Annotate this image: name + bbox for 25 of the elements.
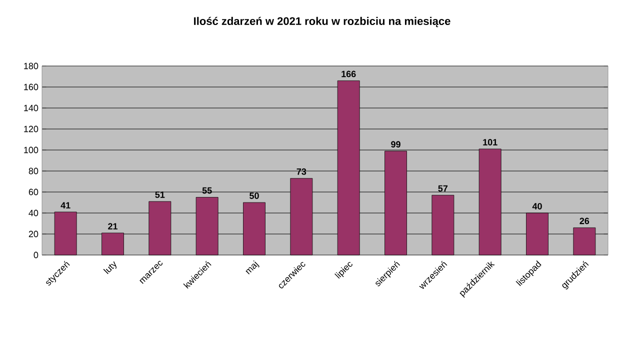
data-label: 41 [60,202,70,208]
y-tick-label: 100 [24,146,38,154]
data-label: 73 [296,168,306,175]
data-label: 50 [250,192,259,199]
x-tick-label: luty [103,261,117,274]
chart-title: Ilość zdarzeń w 2021 roku w rozbiciu na miesiące [194,16,450,28]
y-tick-label: 40 [28,210,38,216]
data-label: 26 [580,218,590,224]
y-tick-label: 160 [24,84,38,90]
data-label: 166 [342,70,356,78]
data-label: 21 [108,223,118,230]
data-label: 40 [532,203,542,210]
x-tick-label: maj [246,260,260,274]
y-tick-label: 140 [24,104,38,112]
data-label: 57 [438,185,448,192]
data-label: 55 [202,187,212,194]
y-tick-label: 180 [24,62,38,70]
data-label: 51 [155,192,165,198]
data-label: 99 [391,141,400,148]
y-tick-label: 0 [34,252,38,258]
y-tick-label: 120 [24,126,38,132]
y-tick-label: 20 [28,230,38,238]
y-tick-label: 60 [28,188,38,196]
data-label: 101 [483,139,498,146]
y-tick-label: 80 [28,168,38,174]
